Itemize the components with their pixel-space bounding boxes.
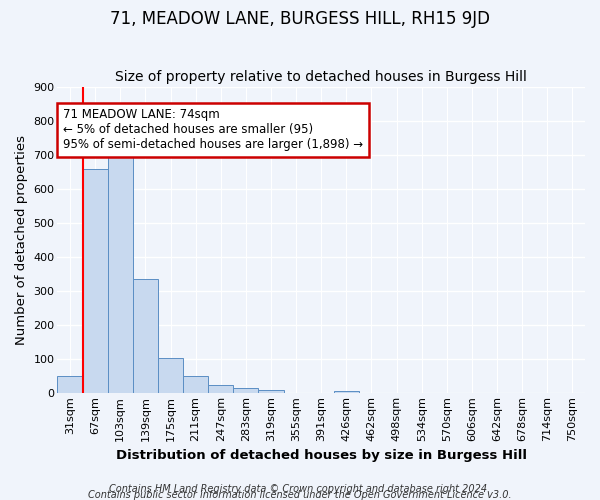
Bar — [158, 358, 183, 394]
X-axis label: Distribution of detached houses by size in Burgess Hill: Distribution of detached houses by size … — [116, 450, 527, 462]
Text: Contains public sector information licensed under the Open Government Licence v3: Contains public sector information licen… — [88, 490, 512, 500]
Text: 71, MEADOW LANE, BURGESS HILL, RH15 9JD: 71, MEADOW LANE, BURGESS HILL, RH15 9JD — [110, 10, 490, 28]
Bar — [259, 390, 284, 394]
Text: 71 MEADOW LANE: 74sqm
← 5% of detached houses are smaller (95)
95% of semi-detac: 71 MEADOW LANE: 74sqm ← 5% of detached h… — [63, 108, 363, 152]
Bar — [133, 280, 158, 394]
Bar — [58, 376, 83, 394]
Bar — [183, 376, 208, 394]
Bar — [108, 140, 133, 394]
Bar — [83, 168, 108, 394]
Bar — [334, 390, 359, 394]
Bar — [233, 388, 259, 394]
Bar — [208, 385, 233, 394]
Text: Contains HM Land Registry data © Crown copyright and database right 2024.: Contains HM Land Registry data © Crown c… — [109, 484, 491, 494]
Y-axis label: Number of detached properties: Number of detached properties — [15, 135, 28, 345]
Title: Size of property relative to detached houses in Burgess Hill: Size of property relative to detached ho… — [115, 70, 527, 85]
